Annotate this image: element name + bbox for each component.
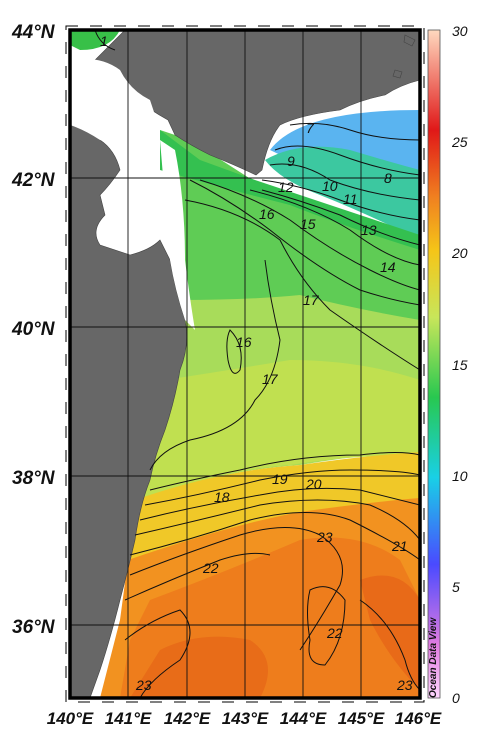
contour-lines	[94, 30, 420, 698]
contour-label: 23	[135, 677, 152, 693]
coastal-gaps	[70, 58, 195, 330]
contour-label: 8	[384, 170, 392, 186]
lat-label-40n: 40°N	[11, 319, 56, 340]
contour-label: 9	[287, 153, 295, 169]
lon-label-142e: 142°E	[164, 709, 211, 728]
contour-label: 17	[303, 292, 320, 308]
lon-label-141e: 141°E	[105, 709, 152, 728]
contour-label: 18	[214, 489, 230, 505]
contour-label: 22	[326, 625, 343, 641]
colorbar: 30 25 20 15 10 5 0 Ocean Data View	[427, 23, 468, 706]
colorbar-tick: 5	[452, 579, 460, 595]
contour-label: 1	[100, 33, 108, 49]
lon-label-146e: 146°E	[395, 709, 442, 728]
lat-label-42n: 42°N	[11, 170, 56, 191]
lat-label-44n: 44°N	[11, 22, 56, 43]
contour-labels: 7 9 8 10 11 12 13 14 15 16 17 16 17 18 1…	[100, 33, 413, 693]
lon-label-140e: 140°E	[47, 709, 94, 728]
contour-label: 10	[322, 178, 338, 194]
colorbar-tick: 15	[452, 357, 468, 373]
colorbar-tick: 20	[451, 245, 468, 261]
contour-label: 23	[316, 529, 333, 545]
lon-label-145e: 145°E	[338, 709, 385, 728]
colorbar-tick: 30	[452, 23, 468, 39]
longitude-labels: 140°E 141°E 142°E 143°E 144°E 145°E 146°…	[47, 709, 442, 728]
contour-label: 11	[343, 191, 358, 207]
plot-frame	[65, 25, 425, 703]
contour-label: 12	[278, 179, 294, 195]
colorbar-tick: 10	[452, 468, 468, 484]
contour-label: 23	[396, 677, 413, 693]
colorbar-tick: 0	[452, 690, 460, 706]
contour-label: 16	[259, 206, 275, 222]
colorbar-ticks: 30 25 20 15 10 5 0	[451, 23, 468, 706]
contour-label: 16	[236, 334, 252, 350]
contour-label: 21	[391, 538, 408, 554]
contour-label: 7	[306, 120, 315, 136]
temperature-field	[70, 30, 420, 698]
colorbar-tick: 25	[451, 134, 468, 150]
lon-label-143e: 143°E	[222, 709, 269, 728]
map-plot-area: 7 9 8 10 11 12 13 14 15 16 17 16 17 18 1…	[70, 30, 420, 698]
odv-watermark: Ocean Data View	[428, 617, 439, 698]
contour-label: 13	[361, 222, 377, 238]
contour-label: 15	[300, 216, 316, 232]
grid-lines	[70, 30, 420, 698]
contour-label: 17	[262, 371, 279, 387]
contour-label: 14	[380, 259, 396, 275]
lat-label-36n: 36°N	[12, 617, 56, 638]
lon-label-144e: 144°E	[280, 709, 327, 728]
contour-label: 22	[202, 560, 219, 576]
lat-label-38n: 38°N	[12, 468, 56, 489]
contour-label: 20	[305, 476, 322, 492]
latitude-labels: 44°N 42°N 40°N 38°N 36°N	[11, 22, 56, 638]
contour-label: 19	[272, 471, 288, 487]
